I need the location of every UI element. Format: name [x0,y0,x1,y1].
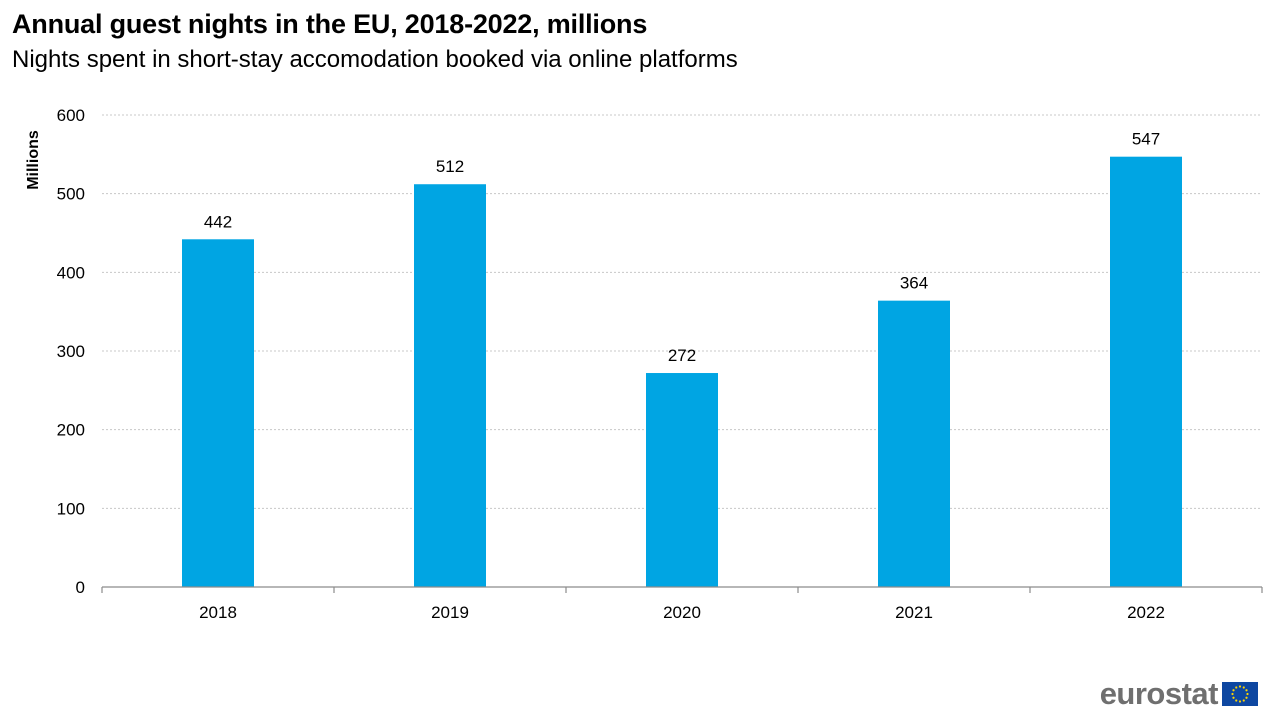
y-tick-label: 100 [57,499,85,518]
x-tick-label: 2019 [431,603,469,622]
chart-subtitle: Nights spent in short-stay accomodation … [12,46,738,73]
y-tick-label: 300 [57,342,85,361]
flag-star [1246,692,1249,695]
flag-star [1232,696,1235,699]
bar-2022 [1110,156,1182,587]
x-tick-label: 2020 [663,603,701,622]
eu-flag-icon [1222,681,1258,706]
y-tick-label: 200 [57,421,85,440]
bar-2021 [878,300,950,587]
chart-title: Annual guest nights in the EU, 2018-2022… [12,9,648,39]
data-labels: 442 512 272 364 547 [204,130,1160,365]
y-tick-label: 400 [57,263,85,282]
x-tick-label: 2021 [895,603,933,622]
data-label-2018: 442 [204,212,232,231]
bar-2019 [414,184,486,587]
flag-star [1235,685,1238,689]
y-tick-label: 500 [57,185,85,204]
x-tick-label: 2022 [1127,603,1165,622]
data-label-2019: 512 [436,157,464,176]
flag-star [1242,698,1245,702]
data-label-2020: 272 [668,346,696,365]
logo-text: eurostat [1099,676,1219,711]
y-tick-label: 0 [76,578,85,597]
y-tick-label: 600 [57,106,85,125]
flag-star [1245,696,1248,699]
eurostat-logo: eurostat [1100,678,1258,709]
flag-star [1232,688,1235,691]
data-label-2021: 364 [900,274,928,293]
flag-star [1235,698,1238,702]
flag-star [1245,688,1248,691]
bars [182,156,1182,587]
data-label-2022: 547 [1132,130,1160,149]
bar-2018 [182,239,254,587]
flag-star [1238,684,1242,688]
axes: 0 100 200 300 400 500 600 2018 2019 2020 2021 2022 [57,106,1263,622]
flag-star [1231,692,1234,695]
bar-2020 [646,373,718,587]
flag-star [1238,699,1242,703]
flag-star [1242,685,1245,689]
x-tick-label: 2018 [199,603,237,622]
